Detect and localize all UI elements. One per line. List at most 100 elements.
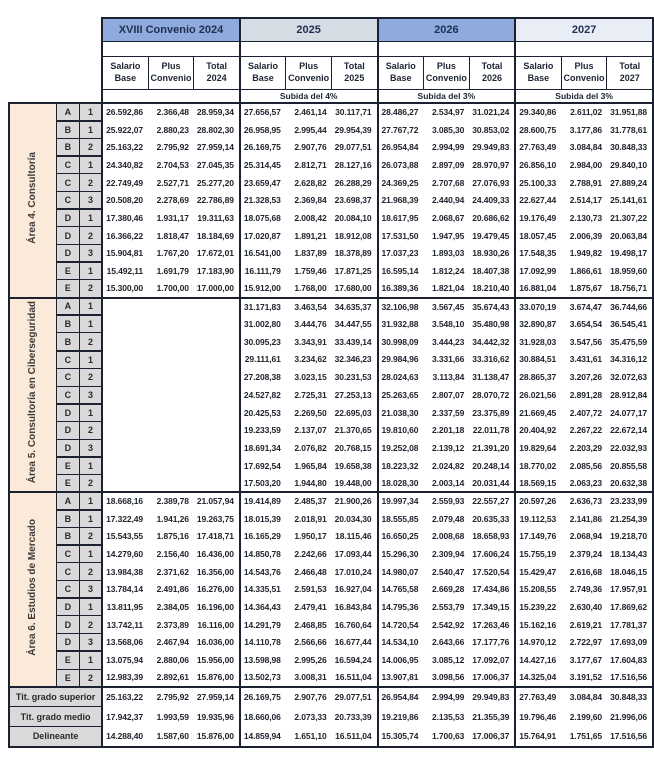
footer-label: Tit. grado medio	[7, 706, 103, 728]
salary-cell: 2.491,86	[148, 580, 194, 599]
salary-cell: 20.425,53	[238, 403, 286, 422]
salary-cell	[148, 456, 194, 475]
salary-cell: 27.253,13	[331, 386, 378, 404]
table-row: E 1 17.692,54 1.965,84 19.658,38 18.223,32 2.0…	[9, 455, 654, 475]
salary-cell: 18.930,26	[469, 244, 516, 263]
salary-cell: 18.617,95	[376, 209, 424, 227]
salary-cell: 3.008,31	[285, 669, 332, 687]
salary-cell	[193, 368, 240, 386]
table-row: C 3 13.784,14 2.491,86 16.276,00 14.335,51 2.5…	[9, 580, 654, 599]
salary-cell: 26.288,29	[331, 173, 378, 192]
salary-cell: 21.057,94	[193, 491, 240, 510]
table-row: D 2 16.366,22 1.818,47 18.184,69 17.020,87 1.8…	[9, 226, 654, 245]
salary-cell: 33.070,19	[514, 296, 562, 316]
grade-level-cell: 1	[78, 208, 103, 228]
salary-cell	[101, 403, 149, 422]
salary-cell: 21.254,39	[606, 509, 654, 528]
salary-cell: 3.463,54	[285, 296, 332, 316]
grade-letter-cell: D	[56, 402, 80, 422]
grade-level-cell: 2	[78, 279, 103, 299]
salary-cell: 2.085,56	[561, 456, 607, 475]
salary-cell	[148, 296, 194, 316]
salary-cell: 2.725,31	[285, 386, 332, 404]
grade-letter-cell: B	[56, 508, 80, 528]
grade-level-cell: 1	[78, 597, 103, 617]
table-row: Área 5. Consultoría en Ciberseguridad A 1 3…	[8, 296, 654, 493]
salary-cell	[101, 386, 149, 404]
subida-blank	[101, 88, 241, 104]
salary-cell: 17.000,00	[193, 279, 240, 298]
salary-cell: 1.818,47	[148, 226, 194, 245]
salary-cell: 19.233,59	[238, 421, 286, 440]
area-label: Área 6. Estudios de Mercado	[8, 491, 57, 688]
grade-level-cell: 2	[78, 668, 103, 688]
salary-cell: 22.627,44	[514, 191, 562, 210]
table-row: D 1 20.425,53 2.269,50 22.695,03 21.038,30 2.3…	[9, 402, 654, 422]
salary-cell: 29.949,83	[469, 685, 516, 707]
salary-cell: 17.010,24	[331, 562, 378, 581]
salary-cell: 1.944,80	[285, 474, 332, 493]
salary-cell: 2.722,97	[561, 633, 607, 652]
col-header: Total 2025	[331, 55, 379, 90]
table-row: D 2 13.742,11 2.373,89 16.116,00 14.291,79 2.4…	[9, 615, 654, 635]
salary-cell: 3.098,56	[423, 669, 470, 687]
salary-cell: 18.660,06	[238, 706, 286, 727]
salary-cell: 2.407,72	[561, 403, 607, 422]
salary-cell: 19.176,49	[514, 209, 562, 227]
salary-cell: 16.511,04	[331, 726, 378, 748]
salary-cell	[148, 315, 194, 333]
salary-cell: 22.695,03	[331, 403, 378, 422]
salary-cell: 20.855,58	[606, 456, 654, 475]
salary-cell: 32.346,23	[331, 350, 378, 369]
spacer-cell	[376, 40, 517, 57]
salary-cell: 30.848,33	[606, 138, 654, 157]
salary-cell: 22.557,27	[469, 491, 516, 510]
salary-cell	[101, 296, 149, 316]
salary-cell: 14.288,40	[101, 726, 149, 748]
salary-cell: 3.084,84	[561, 685, 607, 707]
salary-cell: 18.210,40	[469, 279, 516, 298]
grade-level-cell: 1	[78, 314, 103, 334]
salary-cell: 2.242,66	[285, 545, 332, 563]
salary-cell: 17.006,37	[469, 669, 516, 687]
salary-cell: 2.068,67	[423, 209, 470, 227]
salary-cell: 2.139,12	[423, 439, 470, 457]
grade-level-cell: 2	[78, 527, 103, 546]
salary-cell: 1.875,16	[148, 527, 194, 546]
salary-cell: 31.002,80	[238, 315, 286, 333]
salary-cell: 2.553,79	[423, 598, 470, 616]
salary-cell: 2.880,23	[148, 120, 194, 139]
salary-cell: 2.788,91	[561, 173, 607, 192]
salary-cell: 34.447,55	[331, 315, 378, 333]
salary-cell: 2.199,60	[561, 706, 607, 727]
salary-cell	[148, 332, 194, 351]
salary-cell: 14.325,04	[514, 669, 562, 687]
salary-cell: 15.912,00	[238, 279, 286, 298]
grade-letter-cell: D	[56, 597, 80, 617]
salary-cell: 30.095,23	[238, 332, 286, 351]
salary-cell: 2.369,84	[285, 191, 332, 210]
salary-cell: 2.309,94	[423, 545, 470, 563]
table-row: B 2 30.095,23 3.343,91 33.439,14 30.998,09 3.4…	[9, 332, 654, 352]
salary-cell: 2.628,82	[285, 173, 332, 192]
salary-cell: 13.598,98	[238, 651, 286, 669]
salary-cell: 2.485,37	[285, 491, 332, 510]
salary-cell	[148, 368, 194, 386]
salary-cell: 2.076,82	[285, 439, 332, 457]
salary-cell: 16.594,24	[331, 651, 378, 669]
salary-cell	[148, 350, 194, 369]
grade-level-cell: 1	[78, 402, 103, 422]
column-header-row: Salario Base Plus Convenio Total 2024 Salar…	[9, 55, 654, 90]
salary-cell: 35.480,98	[469, 315, 516, 333]
salary-cell: 17.606,24	[469, 545, 516, 563]
salary-cell: 20.686,62	[469, 209, 516, 227]
grade-letter-cell: C	[56, 385, 80, 405]
grade-level-cell: 1	[78, 296, 103, 316]
salary-cell: 1.941,26	[148, 509, 194, 528]
salary-cell: 2.907,76	[285, 138, 332, 157]
salary-cell: 3.023,15	[285, 368, 332, 386]
table-row: E 2 17.503,20 1.944,80 19.448,00 18.028,30 2.0…	[9, 473, 654, 493]
col-header: Plus Convenio	[560, 55, 608, 90]
grade-letter-cell: C	[56, 562, 80, 582]
salary-cell: 13.742,11	[101, 615, 149, 634]
